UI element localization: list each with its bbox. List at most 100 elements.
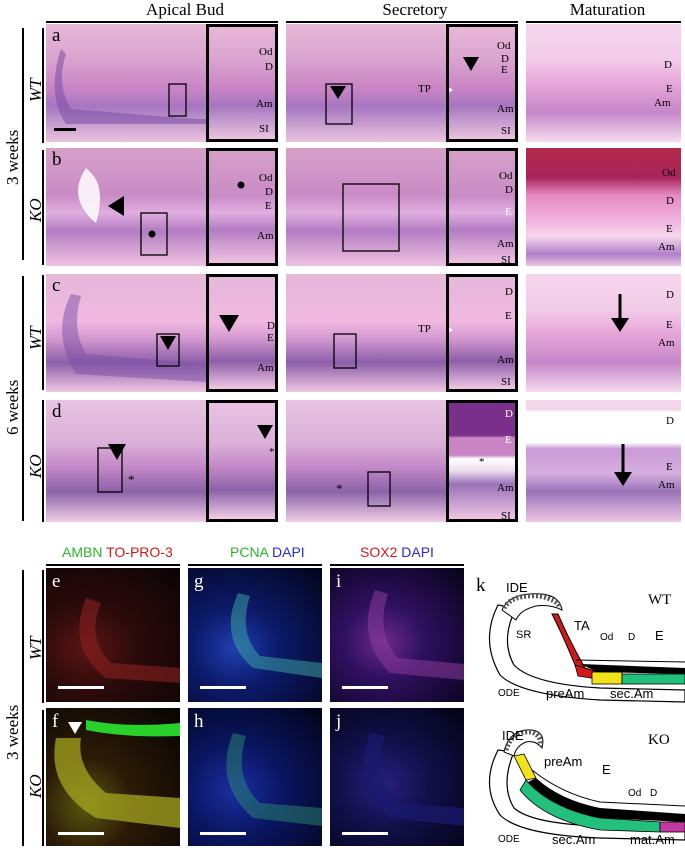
- tissue-label: E: [265, 200, 272, 212]
- stain-header-col2: PCNA DAPI: [230, 544, 305, 560]
- tissue-label: Am: [658, 241, 675, 253]
- genotype-label-a: WT: [26, 78, 45, 102]
- tissue-label: D: [666, 195, 674, 207]
- label-pream-ko: preAm: [544, 754, 582, 769]
- panel-c-apical-he: [46, 274, 206, 392]
- tissue-label: E: [267, 332, 274, 344]
- tissue-label: Am: [658, 479, 675, 491]
- panel-c-zoom1: D E Am: [206, 274, 278, 392]
- stain-dapi: DAPI: [401, 544, 434, 560]
- tissue-label: D: [666, 415, 674, 427]
- tissue-label: E: [666, 83, 673, 95]
- geno-bracket-c: [42, 275, 44, 390]
- scale-bar: [58, 686, 104, 689]
- tissue-label: Od: [259, 46, 273, 58]
- genotype-label-d: KO: [26, 454, 45, 478]
- panel-c-secretory-he: [286, 274, 446, 392]
- tissue-label-tp: TP: [418, 83, 431, 95]
- panel-b-zoom1: Od D E Am: [206, 148, 278, 266]
- stain-rule-1: [46, 564, 180, 566]
- tissue-label: SI: [259, 123, 269, 135]
- tissue-label: Am: [654, 97, 671, 109]
- stain-header-col1: AMBN TO-PRO-3: [62, 544, 173, 560]
- label-e-wt: E: [655, 628, 664, 643]
- panel-a-zoom2: Od D E Am SI: [446, 24, 518, 142]
- panel-letter-f: f: [52, 711, 59, 732]
- panel-h-pcna-ko: [188, 708, 322, 846]
- panel-d-zoom1: *: [206, 400, 278, 522]
- panel-j-sox2-ko: [330, 708, 464, 846]
- tissue-label: D: [267, 320, 275, 332]
- panel-letter-i: i: [336, 571, 342, 592]
- panel-letter-d: d: [52, 401, 62, 422]
- tissue-label: *: [269, 446, 275, 458]
- tissue-label: Am: [497, 238, 514, 250]
- scale-bar: [54, 128, 76, 131]
- panel-d-apical-he: *: [46, 400, 206, 522]
- stain-header-col3: SOX2 DAPI: [360, 544, 434, 560]
- scale-bar: [342, 832, 388, 835]
- tissue-label: D: [501, 53, 509, 65]
- tissue-label: E: [501, 64, 508, 76]
- label-od-ko: Od: [628, 788, 641, 799]
- genotype-label-e: WT: [26, 636, 45, 660]
- genotype-label-b: KO: [26, 198, 45, 222]
- tissue-label: Am: [497, 482, 514, 494]
- panel-a-apical-he: [46, 24, 206, 142]
- panel-d-maturation-he: D E Am: [526, 400, 681, 522]
- tissue-label: SI: [501, 510, 511, 522]
- tissue-label: D: [664, 59, 672, 71]
- column-header-maturation: Maturation: [569, 0, 646, 19]
- stain-dapi: DAPI: [272, 544, 305, 560]
- panel-a-secretory-he: [286, 24, 446, 142]
- panel-b-zoom2: Od D E Am SI: [446, 148, 518, 266]
- age-label-3w-fluor: 3 weeks: [3, 704, 22, 760]
- panel-letter-h: h: [194, 711, 204, 732]
- geno-bracket-a: [42, 28, 44, 143]
- schematic-diagram: IDE SR TA Od D E ODE preAm sec.Am WT IDE…: [488, 580, 685, 847]
- tissue-label: SI: [501, 376, 511, 388]
- tissue-label: E: [505, 206, 512, 218]
- tissue-label: *: [479, 456, 485, 468]
- panel-letter-a: a: [52, 25, 61, 46]
- stain-rule-2: [188, 564, 322, 566]
- panel-letter-c: c: [52, 275, 61, 296]
- scale-bar: [342, 686, 388, 689]
- panel-d-zoom2: D E * Am SI: [446, 400, 518, 522]
- column-header-secretory: Secretory: [382, 0, 448, 19]
- panel-letter-e: e: [52, 571, 61, 592]
- stain-ambn: AMBN: [62, 544, 103, 560]
- genotype-label-c: WT: [26, 326, 45, 350]
- age-bracket-3w-fluor: [22, 570, 24, 846]
- label-secam-wt: sec.Am: [610, 686, 653, 701]
- panel-letter-g: g: [194, 571, 204, 592]
- panel-c-zoom2: D E Am SI: [446, 274, 518, 392]
- tissue-label: D: [265, 61, 273, 73]
- panel-e-ambn-wt: [46, 568, 180, 702]
- panel-g-pcna-wt: [188, 568, 322, 702]
- panel-b-apical-he: [46, 148, 206, 266]
- tissue-label: E: [666, 461, 673, 473]
- tissue-label: Od: [259, 172, 273, 184]
- tissue-label: Od: [499, 170, 513, 182]
- panel-c-maturation-he: D E Am: [526, 274, 681, 392]
- tissue-label: D: [505, 286, 513, 298]
- label-genotype-ko: KO: [648, 732, 670, 748]
- tissue-label: Am: [497, 354, 514, 366]
- tissue-label: E: [505, 310, 512, 322]
- geno-bracket-b: [42, 150, 44, 265]
- tissue-label: D: [265, 186, 273, 198]
- stain-pcna: PCNA: [230, 544, 269, 560]
- label-ide-wt: IDE: [506, 580, 528, 595]
- tissue-label-tp: TP: [418, 323, 431, 335]
- geno-bracket-f: [42, 710, 44, 846]
- panel-b-maturation-he: Od D E Am: [526, 148, 681, 266]
- panel-letter-k: k: [476, 575, 486, 596]
- label-ode-ko: ODE: [498, 834, 520, 845]
- tissue-label: Am: [497, 103, 514, 115]
- tissue-label: SI: [501, 125, 511, 137]
- label-genotype-wt: WT: [648, 592, 671, 608]
- panel-letter-b: b: [52, 149, 62, 170]
- tissue-label: Am: [257, 362, 274, 374]
- panel-f-ambn-ko: [46, 708, 180, 846]
